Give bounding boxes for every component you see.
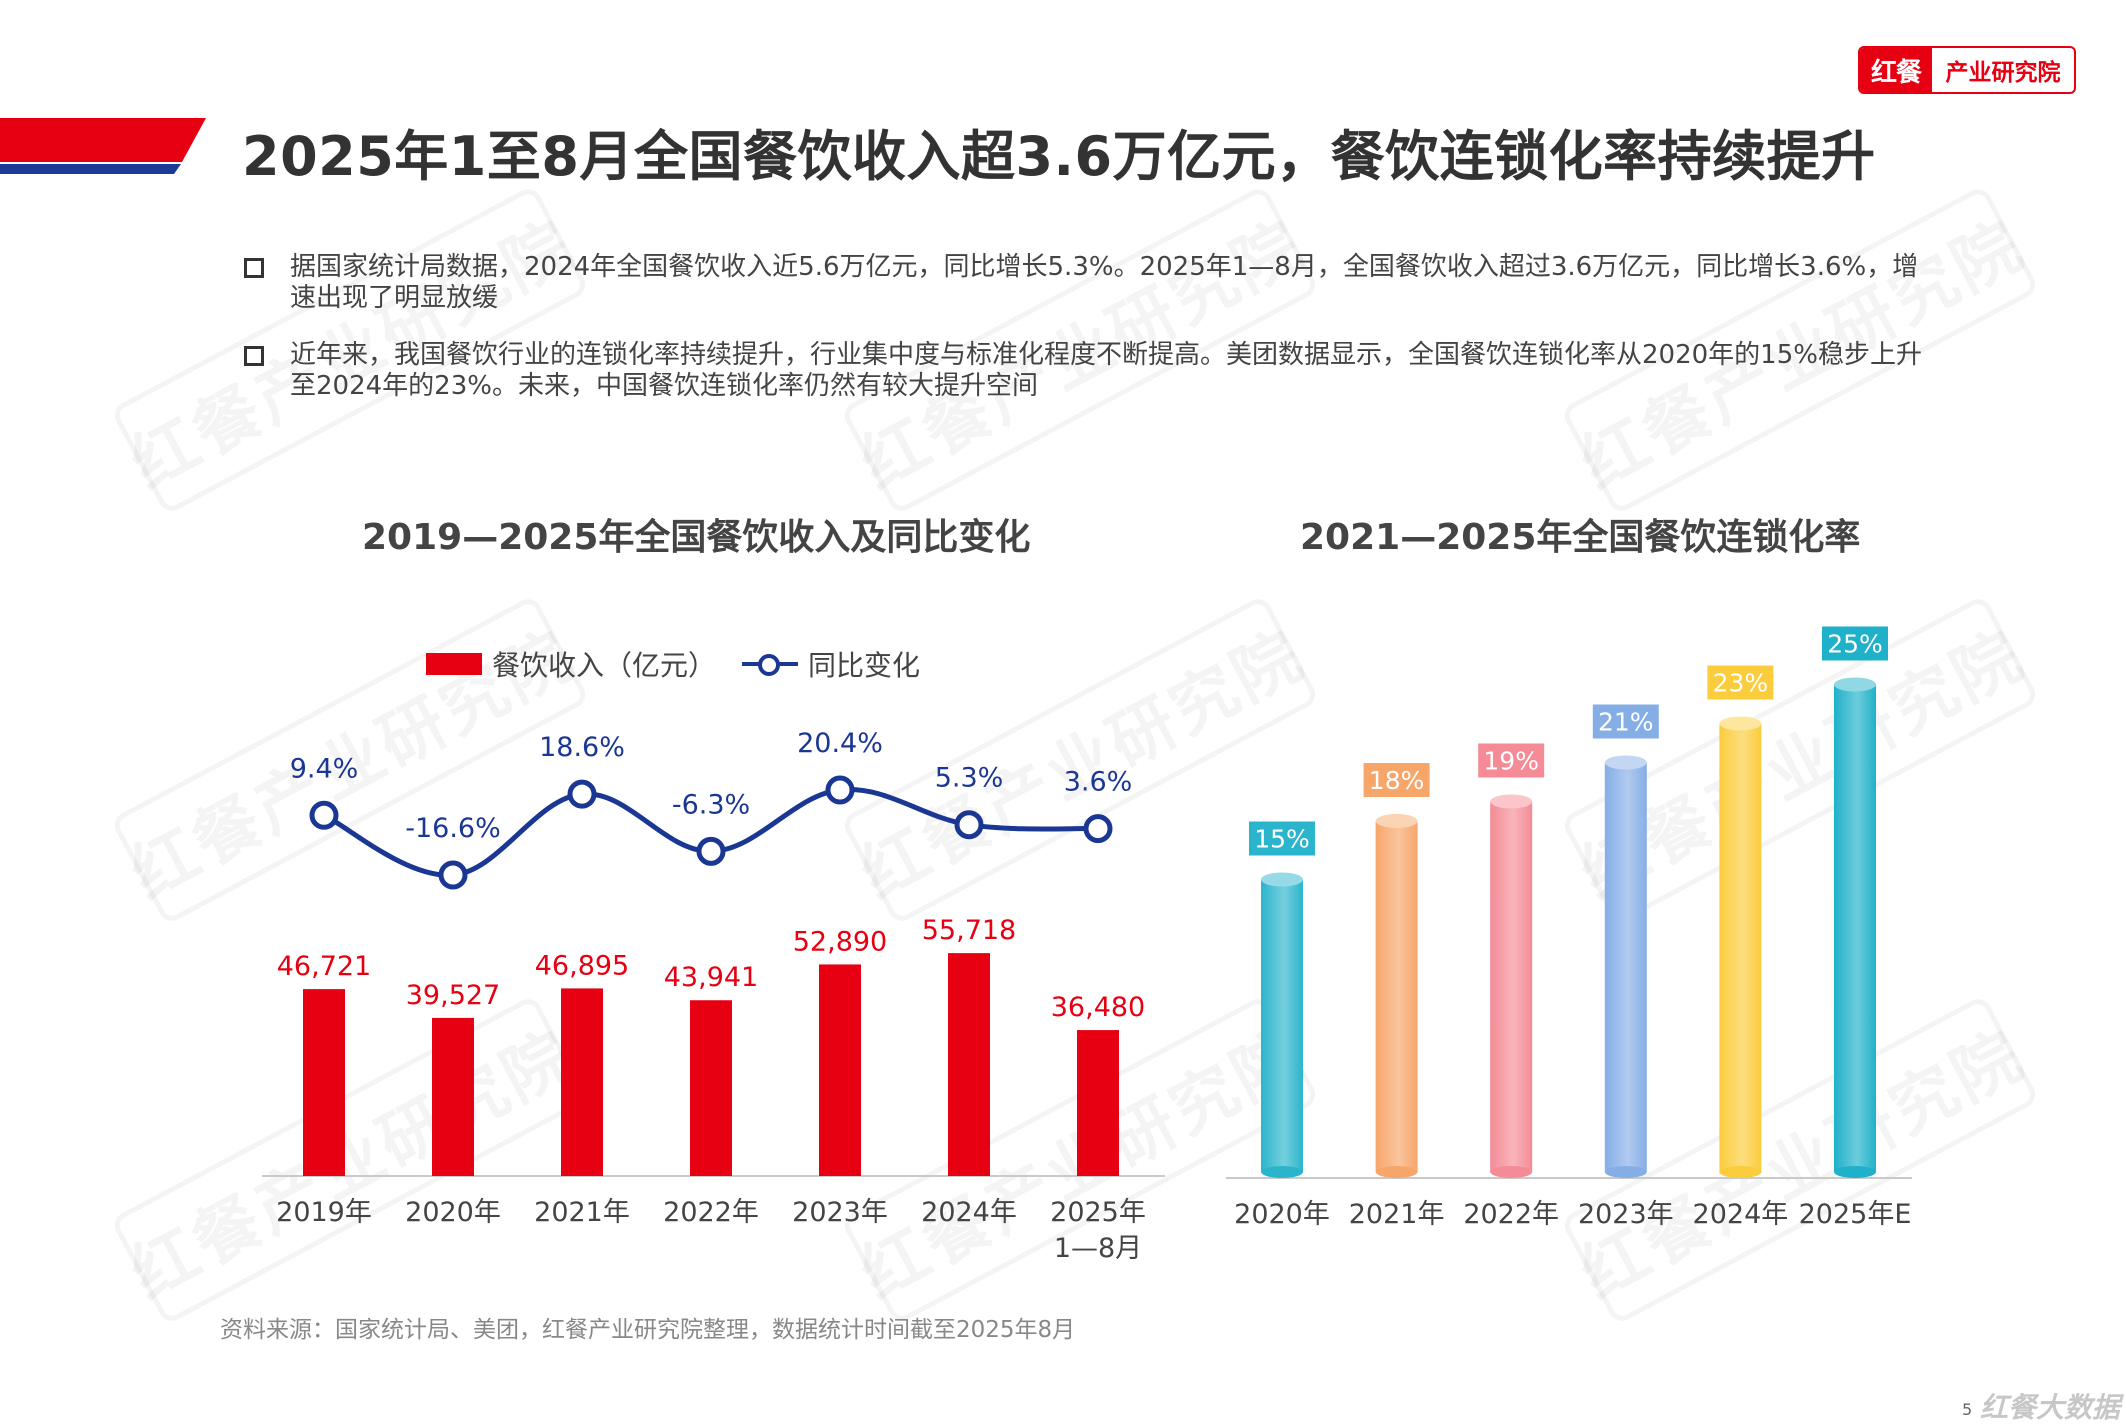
x-tick-label: 2022年 bbox=[663, 1197, 759, 1228]
x-tick-label: 2023年 bbox=[1578, 1199, 1674, 1230]
brand-mark: 红餐 bbox=[1860, 48, 1932, 92]
chain-rate-bar-base bbox=[1375, 1166, 1418, 1178]
page-title: 2025年1至8月全国餐饮收入超3.6万亿元，餐饮连锁化率持续提升 bbox=[242, 125, 1876, 188]
x-tick-label: 2020年 bbox=[405, 1197, 501, 1228]
revenue-bar bbox=[1077, 1030, 1119, 1176]
yoy-point-label: 20.4% bbox=[797, 728, 883, 759]
yoy-point bbox=[696, 836, 726, 866]
revenue-bar bbox=[561, 988, 603, 1176]
chain-rate-bar-top bbox=[1719, 716, 1762, 731]
yoy-point-label: 5.3% bbox=[935, 763, 1004, 794]
x-tick-label: 2021年 bbox=[1349, 1199, 1445, 1230]
chain-rate-bar-top bbox=[1375, 814, 1418, 828]
revenue-bar-label: 46,895 bbox=[535, 950, 629, 981]
x-tick-label: 2025年 bbox=[1050, 1197, 1146, 1228]
chain-rate-label-box bbox=[1249, 821, 1315, 856]
chain-rate-bar-base bbox=[1719, 1166, 1762, 1178]
chain-rate-bar-base bbox=[1834, 1166, 1876, 1178]
yoy-point bbox=[309, 800, 339, 830]
yoy-point-label: -16.6% bbox=[405, 813, 501, 844]
x-tick-label: 2023年 bbox=[792, 1197, 888, 1228]
yoy-point bbox=[438, 860, 468, 890]
revenue-bar-label: 55,718 bbox=[922, 915, 1016, 946]
right-chart-title: 2021—2025年全国餐饮连锁化率 bbox=[1300, 517, 1861, 558]
yoy-point bbox=[567, 779, 597, 809]
yoy-point-label: 9.4% bbox=[290, 753, 359, 784]
x-tick-label: 2021年 bbox=[534, 1197, 630, 1228]
chain-rate-bar-base bbox=[1261, 1166, 1303, 1178]
revenue-bar bbox=[690, 1000, 732, 1176]
chain-rate-bar bbox=[1490, 801, 1533, 1172]
yoy-point bbox=[954, 810, 984, 840]
chain-rate-value-label: 25% bbox=[1827, 630, 1883, 659]
source-note: 资料来源：国家统计局、美团，红餐产业研究院整理，数据统计时间截至2025年8月 bbox=[220, 1317, 1076, 1343]
revenue-bar-label: 46,721 bbox=[277, 951, 371, 982]
chain-rate-value-label: 15% bbox=[1254, 825, 1310, 854]
chain-rate-bar bbox=[1375, 821, 1418, 1172]
chain-rate-label-box bbox=[1592, 704, 1659, 739]
chain-rate-bar-top bbox=[1490, 794, 1533, 809]
chain-rate-bar-base bbox=[1604, 1166, 1647, 1178]
chain-rate-bar-top bbox=[1261, 872, 1303, 887]
brand-logo: 红餐 产业研究院 bbox=[1858, 46, 2076, 94]
x-tick-label: 2019年 bbox=[276, 1197, 372, 1228]
revenue-bar bbox=[303, 989, 345, 1176]
chain-rate-bar bbox=[1719, 723, 1762, 1172]
revenue-bar-label: 39,527 bbox=[406, 980, 500, 1011]
x-tick-label: 1—8月 bbox=[1054, 1233, 1142, 1264]
legend-label-revenue: 餐饮收入（亿元） bbox=[492, 649, 717, 682]
chain-rate-label-box bbox=[1822, 626, 1888, 661]
x-tick-label: 2020年 bbox=[1234, 1199, 1330, 1230]
x-tick-label: 2024年 bbox=[921, 1197, 1017, 1228]
legend-swatch-bar bbox=[426, 653, 482, 675]
yoy-point-label: 18.6% bbox=[539, 732, 625, 763]
brand-name: 产业研究院 bbox=[1945, 60, 2061, 86]
x-tick-label: 2024年 bbox=[1693, 1199, 1789, 1230]
legend-label-yoy: 同比变化 bbox=[808, 649, 921, 682]
chain-rate-value-label: 19% bbox=[1483, 747, 1539, 776]
bullet-text: 据国家统计局数据，2024年全国餐饮收入近5.6万亿元，同比增长5.3%。202… bbox=[290, 252, 1919, 313]
footer-logo: 红餐大数据 bbox=[1980, 1391, 2121, 1424]
yoy-point-label: -6.3% bbox=[672, 789, 750, 820]
revenue-bar-label: 36,480 bbox=[1051, 992, 1145, 1023]
legend-swatch-line bbox=[742, 653, 799, 676]
chain-rate-bar-top bbox=[1834, 677, 1876, 692]
yoy-point-label: 3.6% bbox=[1064, 767, 1133, 798]
x-tick-label: 2025年E bbox=[1799, 1199, 1912, 1230]
chain-rate-label-box bbox=[1478, 743, 1545, 778]
left-chart-title: 2019—2025年全国餐饮收入及同比变化 bbox=[362, 517, 1031, 558]
yoy-point bbox=[825, 775, 855, 805]
chain-rate-bar-base bbox=[1490, 1166, 1533, 1178]
chain-rate-bar bbox=[1261, 879, 1303, 1172]
revenue-bar bbox=[432, 1017, 474, 1176]
title-accent-stripe bbox=[0, 118, 206, 174]
chain-rate-bar bbox=[1604, 762, 1647, 1172]
bullet-point: 据国家统计局数据，2024年全国餐饮收入近5.6万亿元，同比增长5.3%。202… bbox=[244, 252, 1924, 314]
revenue-bar bbox=[819, 964, 861, 1176]
revenue-bar-label: 52,890 bbox=[793, 926, 887, 957]
chain-rate-value-label: 18% bbox=[1369, 766, 1425, 795]
yoy-point bbox=[1083, 814, 1113, 844]
chart-legend: 餐饮收入（亿元） 同比变化 bbox=[426, 644, 920, 684]
chain-rate-value-label: 23% bbox=[1713, 669, 1769, 698]
bullet-point: 近年来，我国餐饮行业的连锁化率持续提升，行业集中度与标准化程度不断提高。美团数据… bbox=[244, 340, 1924, 402]
revenue-bar bbox=[948, 953, 990, 1176]
revenue-bar-label: 43,941 bbox=[664, 962, 758, 993]
bullet-square-icon bbox=[244, 258, 264, 278]
chain-rate-label-box bbox=[1707, 665, 1774, 700]
chain-rate-value-label: 21% bbox=[1598, 708, 1654, 737]
x-tick-label: 2022年 bbox=[1463, 1199, 1559, 1230]
page-number: 5 bbox=[1962, 1400, 1973, 1419]
chain-rate-label-box bbox=[1363, 763, 1430, 797]
chain-rate-bar bbox=[1834, 684, 1876, 1172]
chain-rate-bar-top bbox=[1604, 755, 1647, 770]
bullet-text: 近年来，我国餐饮行业的连锁化率持续提升，行业集中度与标准化程度不断提高。美团数据… bbox=[290, 340, 1922, 401]
bullet-square-icon bbox=[244, 346, 264, 366]
